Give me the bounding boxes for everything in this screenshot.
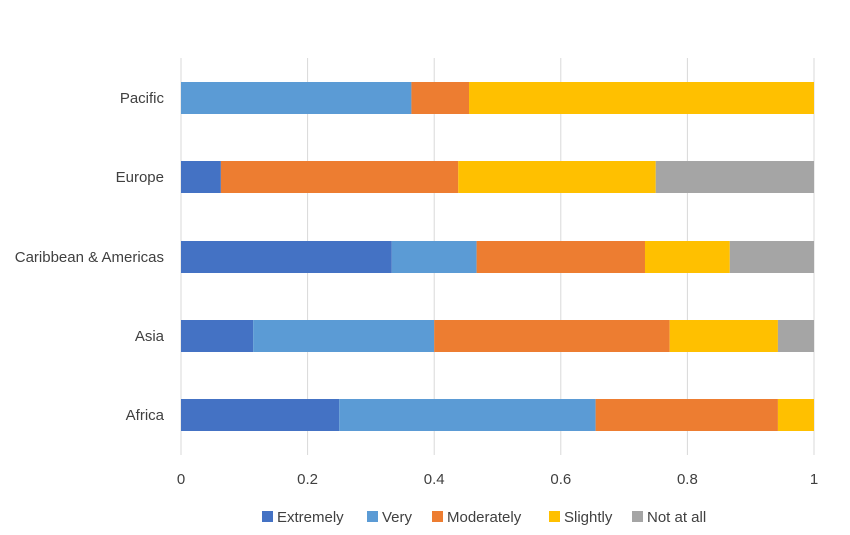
legend-label-very: Very (382, 509, 413, 526)
legend-swatch-very (367, 511, 378, 522)
bar-asia-not-at-all (777, 320, 814, 352)
bar-pacific-slightly (469, 82, 814, 114)
x-tick-label-5: 1 (810, 471, 818, 488)
category-label-caribbean-americas: Caribbean & Americas (15, 249, 164, 266)
bar-caribbean-americas-extremely (181, 241, 392, 273)
bar-africa-very (339, 399, 596, 431)
x-tick-label-3: 0.6 (550, 471, 571, 488)
x-tick-label-2: 0.4 (424, 471, 445, 488)
category-label-asia: Asia (135, 328, 165, 345)
legend-label-extremely: Extremely (277, 509, 344, 526)
bar-pacific-very (181, 82, 412, 114)
bar-pacific-moderately (411, 82, 470, 114)
x-tick-label-1: 0.2 (297, 471, 318, 488)
legend-swatch-moderately (432, 511, 443, 522)
x-axis-ticks: 0 0.2 0.4 0.6 0.8 1 (177, 471, 818, 488)
bar-europe-moderately (220, 161, 459, 193)
x-tick-label-0: 0 (177, 471, 185, 488)
legend-label-slightly: Slightly (564, 509, 613, 526)
bar-europe-extremely (181, 161, 221, 193)
legend-swatch-not-at-all (632, 511, 643, 522)
bar-caribbean-americas-very (391, 241, 477, 273)
category-label-europe: Europe (116, 169, 164, 186)
bar-europe-slightly (458, 161, 656, 193)
legend-swatch-slightly (549, 511, 560, 522)
category-label-africa: Africa (126, 407, 165, 424)
bar-asia-extremely (181, 320, 254, 352)
legend-label-moderately: Moderately (447, 509, 522, 526)
legend-item-very: Very (367, 509, 413, 526)
x-tick-label-4: 0.8 (677, 471, 698, 488)
legend-item-extremely: Extremely (262, 509, 344, 526)
bar-europe-not-at-all (655, 161, 814, 193)
bar-caribbean-americas-not-at-all (729, 241, 814, 273)
bars (181, 82, 814, 431)
bar-africa-moderately (595, 399, 778, 431)
bar-asia-moderately (434, 320, 670, 352)
category-labels: Africa Asia Caribbean & Americas Europe Paci… (15, 90, 165, 424)
bar-asia-slightly (669, 320, 778, 352)
legend-item-not-at-all: Not at all (632, 509, 706, 526)
category-label-pacific: Pacific (120, 90, 165, 107)
bar-caribbean-americas-slightly (644, 241, 730, 273)
legend-label-not-at-all: Not at all (647, 509, 706, 526)
legend: Extremely Very Moderately Slightly Not at al… (262, 509, 706, 526)
bar-asia-very (253, 320, 435, 352)
legend-swatch-extremely (262, 511, 273, 522)
bar-africa-extremely (181, 399, 340, 431)
legend-item-slightly: Slightly (549, 509, 613, 526)
bar-africa-slightly (777, 399, 814, 431)
legend-item-moderately: Moderately (432, 509, 522, 526)
bar-caribbean-americas-moderately (476, 241, 645, 273)
